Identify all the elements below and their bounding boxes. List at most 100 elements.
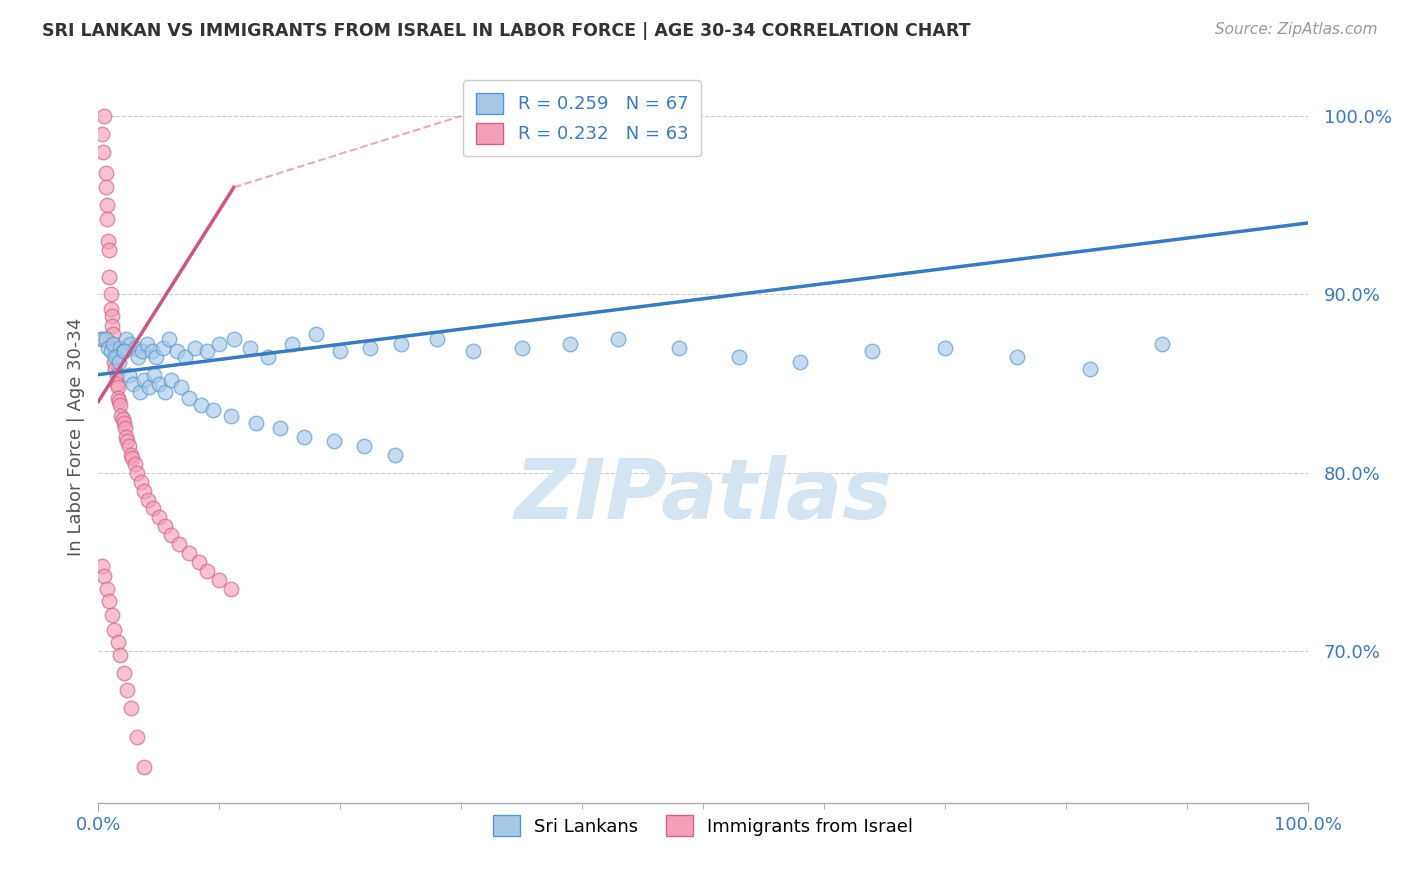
- Point: [166, 344, 188, 359]
- Point: [160, 528, 183, 542]
- Point: [112, 665, 135, 680]
- Point: [292, 430, 315, 444]
- Point: [100, 319, 122, 334]
- Point: [269, 421, 291, 435]
- Point: [120, 701, 142, 715]
- Point: [789, 355, 811, 369]
- Point: [134, 483, 156, 498]
- Point: [195, 564, 218, 578]
- Point: [169, 537, 191, 551]
- Point: [179, 391, 201, 405]
- Point: [190, 398, 212, 412]
- Point: [222, 332, 245, 346]
- Point: [323, 434, 346, 448]
- Point: [1078, 362, 1101, 376]
- Text: SRI LANKAN VS IMMIGRANTS FROM ISRAEL IN LABOR FORCE | AGE 30-34 CORRELATION CHAR: SRI LANKAN VS IMMIGRANTS FROM ISRAEL IN …: [42, 22, 970, 40]
- Point: [94, 166, 117, 180]
- Point: [104, 350, 127, 364]
- Point: [117, 683, 139, 698]
- Point: [93, 569, 115, 583]
- Point: [127, 466, 149, 480]
- Point: [179, 546, 201, 560]
- Point: [128, 385, 150, 400]
- Point: [256, 350, 278, 364]
- Point: [105, 376, 128, 391]
- Point: [145, 350, 167, 364]
- Point: [153, 385, 176, 400]
- Point: [305, 326, 328, 341]
- Point: [426, 332, 449, 346]
- Point: [239, 341, 262, 355]
- Point: [108, 355, 131, 369]
- Point: [103, 344, 125, 359]
- Point: [208, 337, 231, 351]
- Point: [114, 421, 136, 435]
- Point: [100, 287, 122, 301]
- Point: [105, 350, 128, 364]
- Text: ZIPatlas: ZIPatlas: [515, 455, 891, 536]
- Point: [107, 391, 129, 405]
- Point: [148, 510, 170, 524]
- Point: [1007, 350, 1029, 364]
- Point: [91, 145, 114, 159]
- Point: [100, 344, 122, 359]
- Point: [668, 341, 690, 355]
- Point: [143, 368, 166, 382]
- Point: [208, 573, 231, 587]
- Point: [141, 344, 163, 359]
- Point: [94, 332, 117, 346]
- Point: [105, 368, 128, 382]
- Point: [389, 337, 412, 351]
- Point: [111, 412, 134, 426]
- Point: [187, 555, 209, 569]
- Point: [97, 341, 120, 355]
- Point: [97, 234, 120, 248]
- Point: [115, 332, 138, 346]
- Point: [157, 332, 180, 346]
- Point: [129, 475, 152, 489]
- Point: [90, 332, 112, 346]
- Point: [91, 332, 114, 346]
- Point: [360, 341, 382, 355]
- Point: [96, 198, 118, 212]
- Point: [93, 109, 115, 123]
- Point: [184, 341, 207, 355]
- Point: [124, 457, 146, 471]
- Point: [118, 337, 141, 351]
- Point: [112, 416, 135, 430]
- Point: [142, 501, 165, 516]
- Point: [202, 403, 225, 417]
- Point: [221, 409, 243, 423]
- Point: [96, 212, 118, 227]
- Point: [195, 344, 218, 359]
- Point: [118, 439, 141, 453]
- Point: [127, 730, 149, 744]
- Point: [118, 368, 141, 382]
- Point: [108, 341, 131, 355]
- Point: [91, 127, 114, 141]
- Point: [121, 451, 143, 466]
- Point: [108, 648, 131, 662]
- Point: [169, 380, 191, 394]
- Point: [110, 409, 132, 423]
- Point: [124, 341, 146, 355]
- Point: [174, 350, 197, 364]
- Point: [728, 350, 751, 364]
- Point: [329, 344, 352, 359]
- Point: [353, 439, 375, 453]
- Point: [98, 243, 121, 257]
- Point: [100, 309, 122, 323]
- Point: [134, 373, 156, 387]
- Point: [463, 344, 485, 359]
- Point: [221, 582, 243, 596]
- Point: [384, 448, 406, 462]
- Point: [607, 332, 630, 346]
- Point: [510, 341, 533, 355]
- Point: [101, 337, 124, 351]
- Point: [104, 362, 127, 376]
- Point: [245, 416, 267, 430]
- Point: [94, 180, 117, 194]
- Point: [127, 350, 149, 364]
- Legend: Sri Lankans, Immigrants from Israel: Sri Lankans, Immigrants from Israel: [484, 806, 922, 845]
- Point: [108, 398, 131, 412]
